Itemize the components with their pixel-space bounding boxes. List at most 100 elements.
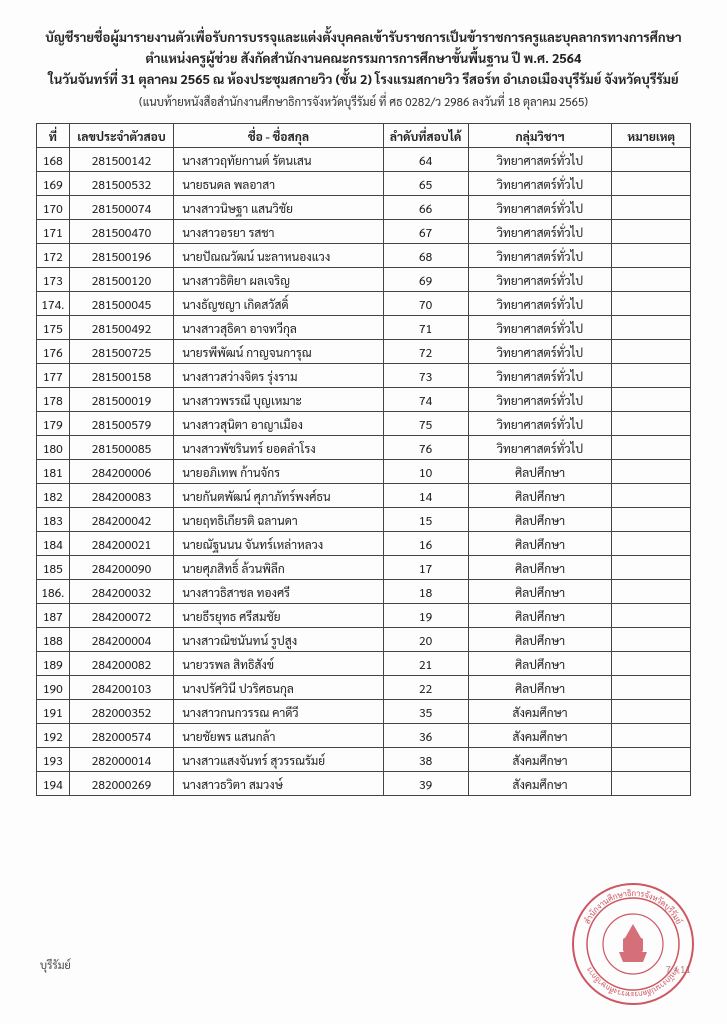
- cell-name: นายวรพล สิทธิสังข์: [174, 652, 383, 676]
- cell-rank: 18: [383, 580, 468, 604]
- table-row: 189284200082นายวรพล สิทธิสังข์21ศิลปศึกษ…: [37, 652, 691, 676]
- cell-note: [612, 412, 691, 436]
- cell-subject: สังคมศึกษา: [468, 772, 612, 796]
- cell-rank: 39: [383, 772, 468, 796]
- page-number: 7 / 11: [665, 963, 691, 976]
- cell-exam-id: 281500158: [69, 364, 174, 388]
- table-row: 190284200103นางปรัศวินี ปวริศธนกุล22ศิลป…: [37, 676, 691, 700]
- cell-subject: สังคมศึกษา: [468, 700, 612, 724]
- cell-exam-id: 281500532: [69, 172, 174, 196]
- table-row: 178281500019นางสาวพรรณี บุญเหมาะ74วิทยาศ…: [37, 388, 691, 412]
- cell-note: [612, 220, 691, 244]
- cell-name: นางสาวณิชนันทน์ รูปสูง: [174, 628, 383, 652]
- cell-subject: ศิลปศึกษา: [468, 508, 612, 532]
- cell-rank: 70: [383, 292, 468, 316]
- cell-subject: ศิลปศึกษา: [468, 652, 612, 676]
- cell-no: 178: [37, 388, 70, 412]
- cell-subject: ศิลปศึกษา: [468, 460, 612, 484]
- cell-no: 183: [37, 508, 70, 532]
- table-row: 180281500085นางสาวพัชรินทร์ ยอดลำโรง76วิ…: [37, 436, 691, 460]
- table-row: 194282000269นางสาวธวิตา สมวงษ์39สังคมศึก…: [37, 772, 691, 796]
- cell-rank: 16: [383, 532, 468, 556]
- table-row: 169281500532นายธนดล พลอาสา65วิทยาศาสตร์ท…: [37, 172, 691, 196]
- cell-rank: 74: [383, 388, 468, 412]
- cell-note: [612, 652, 691, 676]
- cell-no: 184: [37, 532, 70, 556]
- cell-no: 181: [37, 460, 70, 484]
- cell-exam-id: 281500492: [69, 316, 174, 340]
- svg-text:สำนักงานศึกษาธิการจังหวัดบุรีร: สำนักงานศึกษาธิการจังหวัดบุรีรัมย์: [581, 887, 685, 926]
- cell-subject: สังคมศึกษา: [468, 748, 612, 772]
- cell-name: นายปัณณวัฒน์ นะลาหนองแวง: [174, 244, 383, 268]
- cell-no: 194: [37, 772, 70, 796]
- col-note: หมายเหตุ: [612, 124, 691, 148]
- cell-exam-id: 281500470: [69, 220, 174, 244]
- cell-subject: วิทยาศาสตร์ทั่วไป: [468, 388, 612, 412]
- cell-note: [612, 484, 691, 508]
- cell-exam-id: 284200083: [69, 484, 174, 508]
- cell-exam-id: 284200042: [69, 508, 174, 532]
- document-page: บัญชีรายชื่อผู้มารายงานตัวเพื่อรับการบรร…: [0, 0, 727, 1024]
- cell-rank: 64: [383, 148, 468, 172]
- cell-subject: วิทยาศาสตร์ทั่วไป: [468, 196, 612, 220]
- col-rank: ลำดับที่สอบได้: [383, 124, 468, 148]
- cell-subject: ศิลปศึกษา: [468, 628, 612, 652]
- cell-no: 192: [37, 724, 70, 748]
- cell-name: นายธนดล พลอาสา: [174, 172, 383, 196]
- cell-no: 189: [37, 652, 70, 676]
- table-row: 175281500492นางสาวสุธิดา อาจทวีกุล71วิทย…: [37, 316, 691, 340]
- table-row: 176281500725นายรพีพัฒน์ กาญจนการุณ72วิทย…: [37, 340, 691, 364]
- cell-subject: สังคมศึกษา: [468, 724, 612, 748]
- cell-rank: 65: [383, 172, 468, 196]
- cell-rank: 22: [383, 676, 468, 700]
- cell-no: 176: [37, 340, 70, 364]
- cell-note: [612, 364, 691, 388]
- official-stamp: สำนักงานศึกษาธิการจังหวัดบุรีรัมย์ สำนัก…: [569, 880, 697, 1008]
- cell-rank: 21: [383, 652, 468, 676]
- cell-exam-id: 282000352: [69, 700, 174, 724]
- cell-rank: 69: [383, 268, 468, 292]
- table-row: 181284200006นายอภิเทพ ก้านจักร10ศิลปศึกษ…: [37, 460, 691, 484]
- cell-rank: 71: [383, 316, 468, 340]
- cell-exam-id: 281500196: [69, 244, 174, 268]
- cell-note: [612, 148, 691, 172]
- cell-name: นายชัยพร แสนกล้า: [174, 724, 383, 748]
- table-row: 171281500470นางสาวอรยา รสชา67วิทยาศาสตร์…: [37, 220, 691, 244]
- col-exam-id: เลขประจำตัวสอบ: [69, 124, 174, 148]
- header-line-1: บัญชีรายชื่อผู้มารายงานตัวเพื่อรับการบรร…: [36, 28, 691, 49]
- cell-no: 174.: [37, 292, 70, 316]
- cell-note: [612, 244, 691, 268]
- cell-rank: 10: [383, 460, 468, 484]
- header-subtext: (แนบท้ายหนังสือสำนักงานศึกษาธิการจังหวัด…: [36, 94, 691, 109]
- cell-subject: ศิลปศึกษา: [468, 676, 612, 700]
- cell-note: [612, 508, 691, 532]
- cell-rank: 14: [383, 484, 468, 508]
- stamp-outer-text: สำนักงานศึกษาธิการจังหวัดบุรีรัมย์: [581, 887, 685, 926]
- cell-rank: 19: [383, 604, 468, 628]
- cell-name: นางสาวพัชรินทร์ ยอดลำโรง: [174, 436, 383, 460]
- cell-name: นายรพีพัฒน์ กาญจนการุณ: [174, 340, 383, 364]
- cell-no: 187: [37, 604, 70, 628]
- col-name: ชื่อ - ชื่อสกุล: [174, 124, 383, 148]
- cell-no: 186.: [37, 580, 70, 604]
- cell-rank: 38: [383, 748, 468, 772]
- cell-name: นายณัฐนนน จันทร์เหล่าหลวง: [174, 532, 383, 556]
- cell-rank: 35: [383, 700, 468, 724]
- cell-note: [612, 268, 691, 292]
- cell-exam-id: 284200082: [69, 652, 174, 676]
- cell-name: นางสาวพรรณี บุญเหมาะ: [174, 388, 383, 412]
- cell-exam-id: 284200021: [69, 532, 174, 556]
- cell-rank: 20: [383, 628, 468, 652]
- cell-note: [612, 460, 691, 484]
- cell-exam-id: 281500045: [69, 292, 174, 316]
- table-row: 168281500142นางสาวฤทัยกานต์ รัตนเสน64วิท…: [37, 148, 691, 172]
- table-row: 183284200042นายฤทธิเกียรติ ฉลานดา15ศิลปศ…: [37, 508, 691, 532]
- cell-subject: วิทยาศาสตร์ทั่วไป: [468, 412, 612, 436]
- cell-rank: 73: [383, 364, 468, 388]
- cell-note: [612, 556, 691, 580]
- cell-subject: วิทยาศาสตร์ทั่วไป: [468, 436, 612, 460]
- document-header: บัญชีรายชื่อผู้มารายงานตัวเพื่อรับการบรร…: [36, 28, 691, 90]
- cell-rank: 68: [383, 244, 468, 268]
- cell-no: 180: [37, 436, 70, 460]
- table-row: 185284200090นายศุภสิทธิ์ ล้วนพิลึก17ศิลป…: [37, 556, 691, 580]
